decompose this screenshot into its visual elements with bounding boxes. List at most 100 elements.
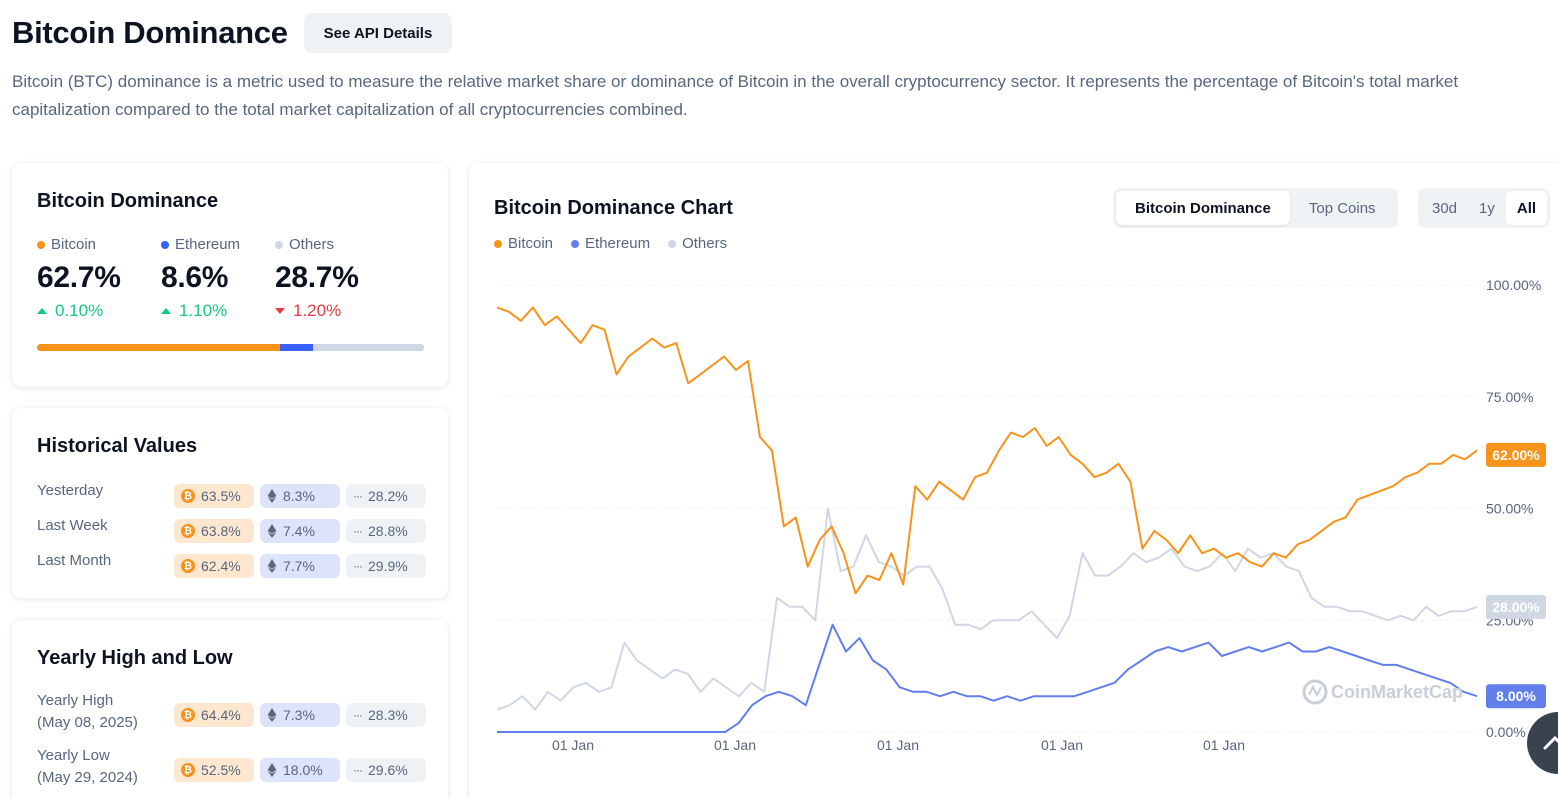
range-30d[interactable]: 30d — [1432, 199, 1458, 217]
dominance-value: 62.7% — [37, 261, 121, 294]
historical-row-label: Last Month — [37, 552, 112, 569]
yearly-row: Yearly Low (May 29, 2024) ₿ 52.5% 18.0% ··… — [37, 745, 427, 789]
others-value: 28.2% — [368, 488, 408, 504]
range-all[interactable]: All — [1505, 191, 1548, 225]
dominance-chart-card: Bitcoin Dominance Chart Bitcoin Ethereum… — [469, 163, 1558, 798]
others-value: 29.9% — [368, 558, 408, 574]
dominance-label: Others — [289, 236, 335, 253]
historical-values-title: Historical Values — [37, 435, 198, 457]
coinmarketcap-watermark: CoinMarketCap — [1302, 679, 1463, 705]
ethereum-icon — [267, 489, 277, 503]
arrow-down-icon — [275, 308, 285, 314]
historical-row-label: Last Week — [37, 517, 108, 534]
eth-value: 18.0% — [283, 762, 323, 778]
btc-value: 62.4% — [201, 558, 241, 574]
last-value-text: 62.00% — [1492, 447, 1540, 463]
arrow-up-icon — [161, 308, 171, 314]
more-dots-icon: ··· — [353, 524, 363, 538]
more-dots-icon: ··· — [353, 489, 363, 503]
historical-values-card: Historical Values Yesterday ₿ 63.5% 8.3% … — [12, 408, 448, 598]
ethereum-icon — [267, 708, 277, 722]
yearly-date: (May 29, 2024) — [37, 769, 138, 786]
bitcoin-icon: ₿ — [181, 559, 195, 573]
see-api-details-button[interactable]: See API Details — [303, 13, 453, 53]
yearly-label-text: Yearly Low — [37, 747, 110, 764]
ethereum-icon — [267, 763, 277, 777]
dominance-ethereum: Ethereum 8.6% 1.10% — [161, 236, 240, 321]
bitcoin-icon: ₿ — [181, 489, 195, 503]
eth-value: 7.3% — [283, 707, 315, 723]
others-value: 28.3% — [368, 707, 408, 723]
btc-value: 63.5% — [201, 488, 241, 504]
tab-bitcoin-dominance[interactable]: Bitcoin Dominance — [1116, 191, 1290, 225]
last-value-label-others: 28.00% — [1486, 594, 1546, 619]
arrow-up-icon — [37, 308, 47, 314]
ethereum-dot-icon — [571, 239, 580, 248]
others-pill: ··· 29.9% — [346, 554, 426, 578]
range-switcher: 30d 1y All — [1418, 188, 1551, 228]
bitcoin-icon: ₿ — [181, 708, 195, 722]
x-tick-label: 01 Jan — [1203, 737, 1245, 753]
btc-pill: ₿ 64.4% — [174, 703, 254, 727]
eth-value: 7.7% — [283, 558, 315, 574]
eth-pill: 7.7% — [260, 554, 340, 578]
x-tick-label: 01 Jan — [1041, 737, 1083, 753]
page-description: Bitcoin (BTC) dominance is a metric used… — [12, 72, 1459, 119]
more-dots-icon: ··· — [353, 763, 363, 777]
dominance-share-bar — [37, 344, 424, 351]
btc-value: 64.4% — [201, 707, 241, 723]
dominance-change: 1.20% — [293, 301, 342, 320]
btc-value: 52.5% — [201, 762, 241, 778]
eth-value: 7.4% — [283, 523, 315, 539]
ethereum-icon — [267, 559, 277, 573]
last-value-label-ethereum: 8.00% — [1486, 684, 1546, 709]
ethereum-dot-icon — [161, 240, 169, 249]
dominance-others: Others 28.7% 1.20% — [275, 236, 359, 321]
others-dot-icon — [668, 239, 677, 248]
legend-label: Others — [682, 235, 728, 252]
yearly-date: (May 08, 2025) — [37, 714, 138, 731]
bitcoin-share-segment — [37, 344, 280, 351]
others-pill: ··· 29.6% — [346, 758, 426, 782]
last-value-text: 8.00% — [1496, 688, 1536, 704]
legend-item-bitcoin[interactable]: Bitcoin — [494, 235, 553, 252]
btc-pill: ₿ 63.5% — [174, 484, 254, 508]
others-pill: ··· 28.8% — [346, 519, 426, 543]
last-value-text: 28.00% — [1492, 599, 1540, 615]
chart-tab-switcher: Bitcoin Dominance Top Coins — [1113, 188, 1398, 228]
bitcoin-icon: ₿ — [181, 524, 195, 538]
yearly-label-text: Yearly High — [37, 692, 114, 709]
tab-top-coins[interactable]: Top Coins — [1308, 199, 1376, 217]
yearly-row: Yearly High (May 08, 2025) ₿ 64.4% 7.3% ··… — [37, 690, 427, 734]
range-1y[interactable]: 1y — [1479, 199, 1495, 217]
dominance-chart[interactable]: 100.00%75.00%50.00%25.00%0.00% 01 Jan 01 … — [469, 163, 1558, 798]
eth-pill: 18.0% — [260, 758, 340, 782]
btc-pill: ₿ 62.4% — [174, 554, 254, 578]
eth-pill: 8.3% — [260, 484, 340, 508]
y-tick-label: 75.00% — [1486, 389, 1533, 405]
historical-row-label: Yesterday — [37, 482, 104, 499]
legend-item-others[interactable]: Others — [668, 235, 727, 252]
page-title: Bitcoin Dominance — [12, 15, 288, 50]
dominance-card-title: Bitcoin Dominance — [37, 190, 219, 212]
btc-pill: ₿ 52.5% — [174, 758, 254, 782]
others-pill: ··· 28.3% — [346, 703, 426, 727]
legend-item-ethereum[interactable]: Ethereum — [571, 235, 650, 252]
dominance-value: 8.6% — [161, 261, 229, 294]
watermark-text: CoinMarketCap — [1331, 682, 1463, 702]
btc-pill: ₿ 63.8% — [174, 519, 254, 543]
others-pill: ··· 28.2% — [346, 484, 426, 508]
y-tick-label: 0.00% — [1486, 724, 1526, 740]
others-share-segment — [312, 344, 424, 351]
bitcoin-icon: ₿ — [181, 763, 195, 777]
scroll-to-top-button[interactable] — [1527, 712, 1558, 774]
ethereum-share-segment — [279, 344, 313, 351]
eth-pill: 7.4% — [260, 519, 340, 543]
dominance-label: Ethereum — [175, 236, 241, 253]
dominance-card: Bitcoin Dominance Bitcoin 62.7% 0.10% Et… — [12, 163, 448, 387]
x-tick-label: 01 Jan — [714, 737, 756, 753]
dominance-change: 0.10% — [55, 301, 104, 320]
dominance-bitcoin: Bitcoin 62.7% 0.10% — [37, 236, 121, 321]
dominance-value: 28.7% — [275, 261, 359, 294]
y-tick-label: 50.00% — [1486, 501, 1533, 517]
